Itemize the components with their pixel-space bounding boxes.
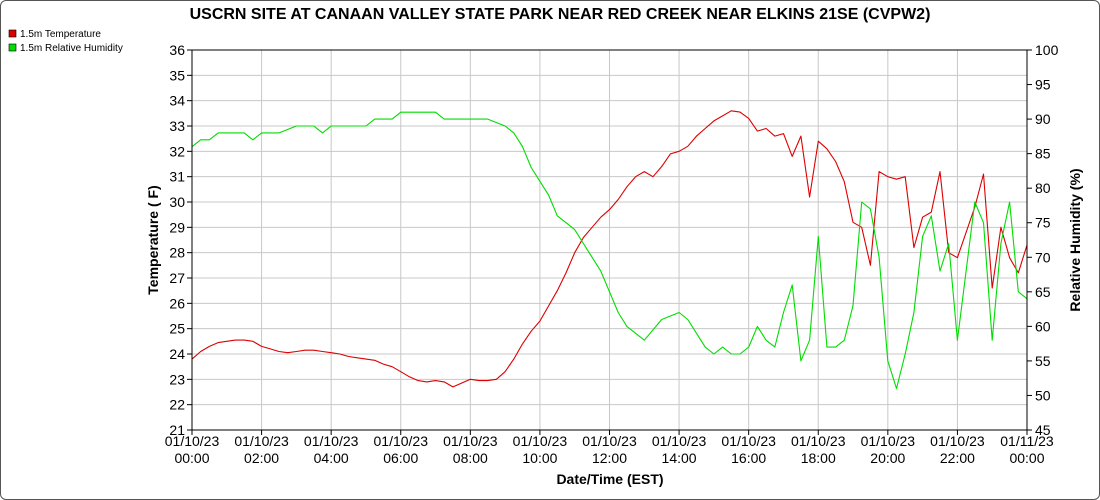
x-tick-time: 02:00 (244, 450, 279, 466)
y-left-tick-label: 28 (169, 245, 185, 261)
x-tick-time: 12:00 (592, 450, 627, 466)
y-left-tick-label: 25 (169, 321, 185, 337)
x-tick-date: 01/10/23 (443, 433, 498, 449)
y-left-tick-label: 29 (169, 219, 185, 235)
y-right-tick-label: 70 (1035, 249, 1051, 265)
x-tick-date: 01/10/23 (374, 433, 429, 449)
y-left-tick-label: 32 (169, 143, 185, 159)
x-tick-date: 01/10/23 (513, 433, 568, 449)
legend-label-humidity: 1.5m Relative Humidity (20, 43, 123, 54)
y-axis-left-title: Temperature ( F) (145, 185, 161, 294)
legend-label-temperature: 1.5m Temperature (20, 29, 101, 40)
chart-title: USCRN SITE AT CANAAN VALLEY STATE PARK N… (190, 6, 931, 23)
x-tick-date: 01/10/23 (234, 433, 289, 449)
x-tick-date: 01/10/23 (721, 433, 776, 449)
x-tick-time: 22:00 (940, 450, 975, 466)
x-tick-time: 08:00 (453, 450, 488, 466)
x-tick-time: 00:00 (1009, 450, 1044, 466)
y-right-tick-label: 55 (1035, 353, 1051, 369)
x-tick-time: 10:00 (522, 450, 557, 466)
y-right-tick-label: 95 (1035, 77, 1051, 93)
x-tick-date: 01/10/23 (791, 433, 846, 449)
y-left-tick-label: 35 (169, 67, 185, 83)
x-tick-time: 18:00 (801, 450, 836, 466)
y-right-tick-label: 100 (1035, 42, 1059, 58)
y-left-tick-label: 27 (169, 270, 185, 286)
y-left-tick-label: 31 (169, 169, 185, 185)
x-tick-time: 14:00 (662, 450, 697, 466)
y-right-tick-label: 50 (1035, 387, 1051, 403)
x-tick-date: 01/10/23 (582, 433, 637, 449)
x-tick-date: 01/10/23 (652, 433, 707, 449)
x-tick-time: 16:00 (731, 450, 766, 466)
x-tick-time: 04:00 (314, 450, 349, 466)
legend-swatch-temperature (8, 29, 17, 38)
grid (191, 49, 1028, 431)
y-right-tick-label: 80 (1035, 180, 1051, 196)
x-axis-title: Date/Time (EST) (556, 471, 663, 487)
series-layer (191, 110, 1028, 390)
y-right-tick-label: 45 (1035, 422, 1051, 438)
y-left-tick-label: 21 (169, 422, 185, 438)
x-tick-time: 00:00 (174, 450, 209, 466)
plot-area-border (191, 49, 1028, 431)
y-left-tick-label: 23 (169, 371, 185, 387)
series-line-humidity (191, 111, 1028, 390)
y-left-tick-label: 33 (169, 118, 185, 134)
y-left-tick-label: 24 (169, 346, 185, 362)
legend: 1.5m Temperature 1.5m Relative Humidity (8, 29, 123, 54)
y-left-tick-label: 30 (169, 194, 185, 210)
series-line-temperature (191, 110, 1028, 388)
axes: 21 22 23 24 25 26 27 28 29 30 31 32 33 34 35 36 45 50 55 60… (165, 42, 1059, 466)
x-tick-time: 06:00 (383, 450, 418, 466)
y-right-tick-label: 60 (1035, 318, 1051, 334)
x-tick-time: 20:00 (870, 450, 905, 466)
y-left-tick-label: 22 (169, 397, 185, 413)
x-tick-date: 01/10/23 (165, 433, 220, 449)
y-left-tick-label: 36 (169, 42, 185, 58)
y-right-tick-label: 85 (1035, 146, 1051, 162)
y-right-tick-label: 75 (1035, 215, 1051, 231)
y-right-tick-label: 65 (1035, 284, 1051, 300)
x-tick-date: 01/10/23 (304, 433, 359, 449)
y-left-tick-label: 34 (169, 93, 185, 109)
x-tick-date: 01/10/23 (930, 433, 985, 449)
x-tick-date: 01/10/23 (861, 433, 916, 449)
y-right-tick-label: 90 (1035, 111, 1051, 127)
legend-swatch-humidity (8, 43, 17, 52)
y-left-tick-label: 26 (169, 295, 185, 311)
y-axis-right-title: Relative Humidity (%) (1067, 168, 1083, 311)
x-tick-date: 01/11/23 (1000, 433, 1054, 449)
